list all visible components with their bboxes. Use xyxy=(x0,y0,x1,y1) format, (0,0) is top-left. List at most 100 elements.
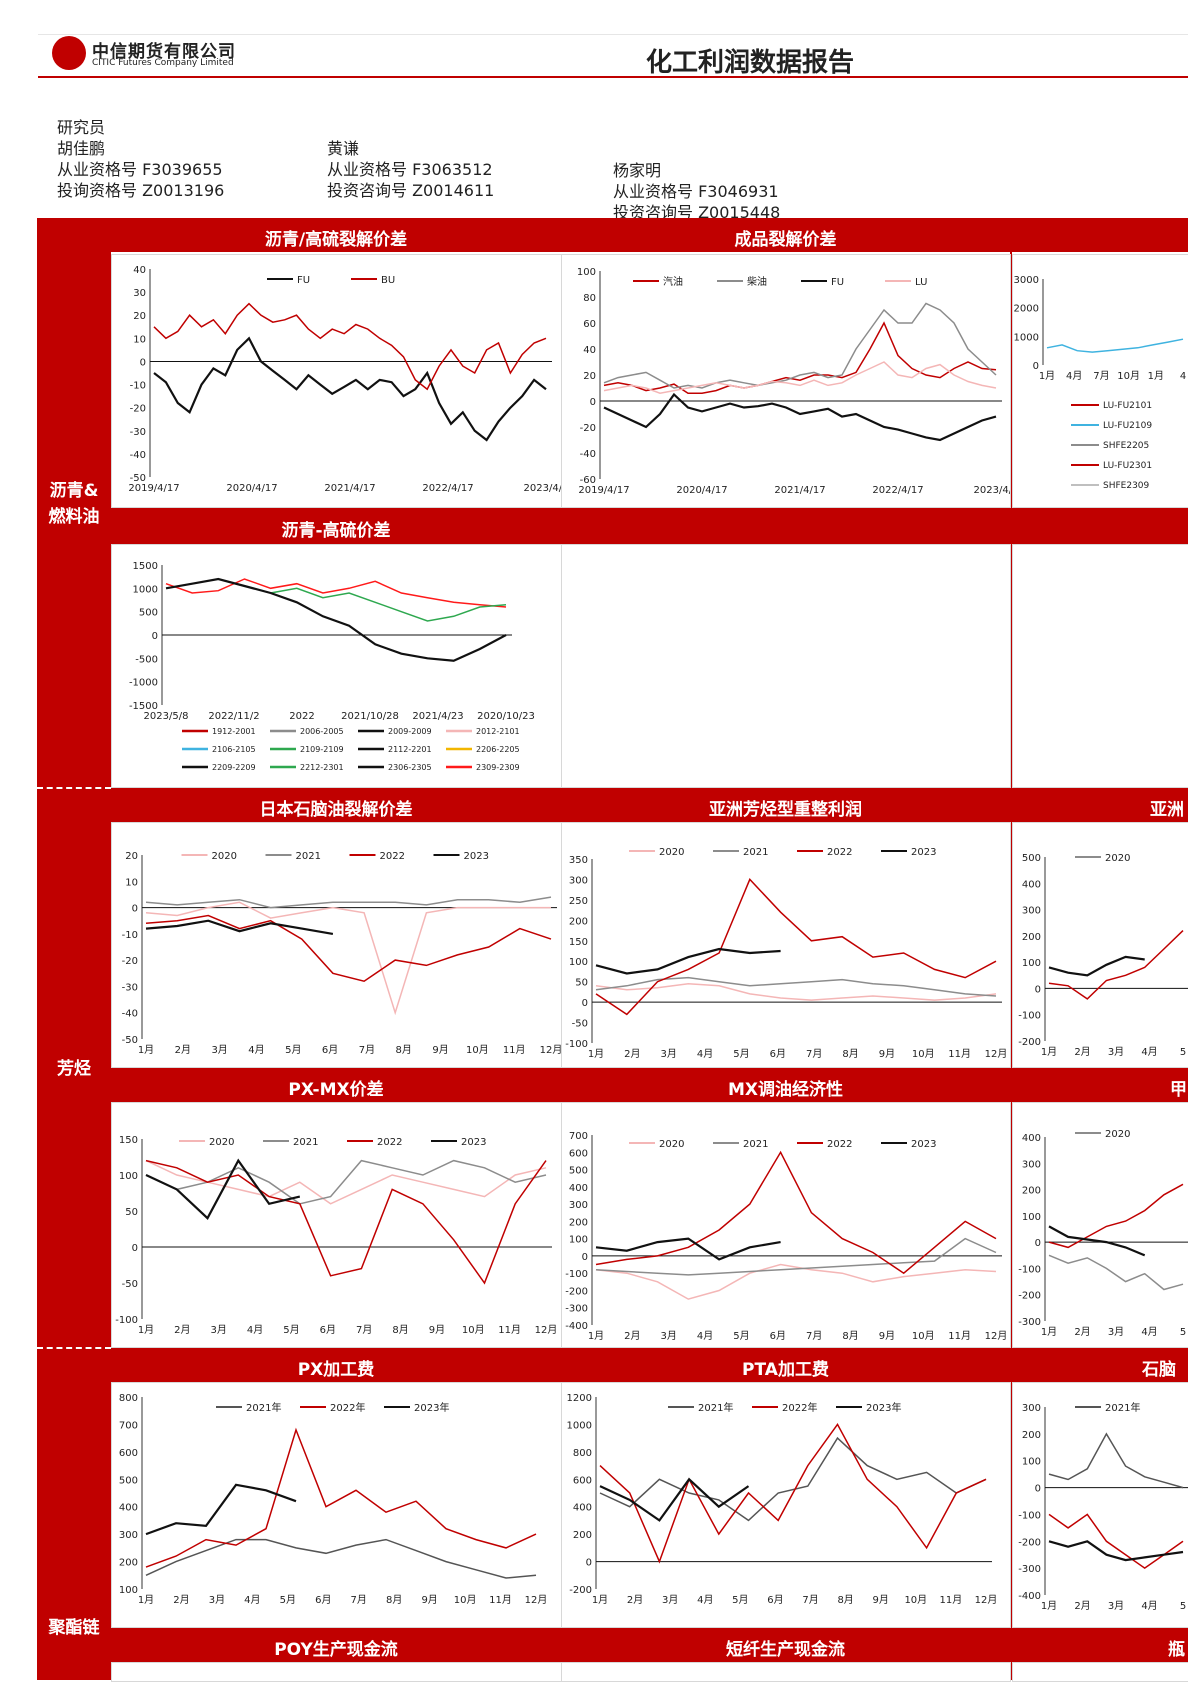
x-tick-label: 2019/4/17 xyxy=(578,485,629,496)
series-line-2022 xyxy=(145,1159,547,1285)
y-tick-label: 200 xyxy=(573,1530,592,1541)
x-tick-label: 10月 xyxy=(462,1324,485,1336)
legend-label: LU-FU2109 xyxy=(1103,421,1152,431)
y-tick-label: 500 xyxy=(119,1475,138,1486)
x-tick-label: 3月 xyxy=(211,1044,227,1056)
series-line-2023 xyxy=(1048,955,1145,977)
legend-label: 2020 xyxy=(1105,1129,1130,1140)
x-tick-label: 10月 xyxy=(912,1048,935,1060)
x-tick-label: 3月 xyxy=(209,1594,225,1606)
x-tick-label: 2月 xyxy=(1074,1326,1090,1338)
section-sidebar xyxy=(37,218,111,1680)
chart-title-px-mx: PX-MX价差 xyxy=(288,1080,384,1100)
y-tick-label: -50 xyxy=(122,1279,138,1290)
legend-label: 2020 xyxy=(659,847,684,858)
y-tick-label: 0 xyxy=(590,397,596,408)
chart-title-product-crack: 成品裂解价差 xyxy=(734,230,837,250)
x-tick-label: 4 xyxy=(1180,371,1186,382)
legend-label: 2021 xyxy=(296,851,321,862)
y-tick-label: -200 xyxy=(569,1585,592,1596)
y-tick-label: -1000 xyxy=(129,678,158,689)
y-tick-label: 150 xyxy=(119,1135,138,1146)
x-tick-label: 7月 xyxy=(359,1044,375,1056)
series-line-2023 xyxy=(595,947,781,975)
x-tick-label: 12月 xyxy=(985,1330,1008,1342)
chart-panel-8: 350 300 250 200 150 100 50 0 -50 -100 1月 2月 3月 4月 5月 6月… xyxy=(561,822,1011,1068)
y-tick-label: 0 xyxy=(1035,1484,1041,1495)
y-tick-label: 150 xyxy=(569,937,588,948)
x-tick-label: 3月 xyxy=(1108,1046,1124,1058)
chart-title-poy-cashflow: POY生产现金流 xyxy=(274,1640,398,1660)
y-tick-label: 100 xyxy=(569,957,588,968)
x-tick-label: 4月 xyxy=(247,1324,263,1336)
y-tick-label: -40 xyxy=(122,1009,138,1020)
y-tick-label: -50 xyxy=(130,473,146,484)
y-tick-label: 300 xyxy=(569,1200,588,1211)
legend-label: 2023年 xyxy=(414,1401,449,1414)
series-line-2023年 xyxy=(1048,1540,1184,1562)
legend-label: 2021年 xyxy=(698,1401,733,1414)
y-tick-label: 0 xyxy=(586,1558,592,1569)
y-tick-label: 20 xyxy=(125,851,138,862)
x-tick-label: 2月 xyxy=(174,1324,190,1336)
x-tick-label: 9月 xyxy=(421,1594,437,1606)
series-line-2021 xyxy=(595,1237,997,1276)
y-tick-label: -30 xyxy=(122,982,138,993)
y-tick-label: -20 xyxy=(130,404,146,415)
y-tick-label: 300 xyxy=(119,1530,138,1541)
x-tick-label: 11月 xyxy=(948,1330,971,1342)
chart-panel-2: 100 80 60 40 20 0 -20 -40 -60 2019/4/17 2020/4/17 2… xyxy=(561,254,1019,508)
y-tick-label: 400 xyxy=(1022,1133,1041,1144)
x-tick-label: 5 xyxy=(1180,1601,1186,1612)
y-tick-label: 100 xyxy=(119,1171,138,1182)
x-tick-label: 10月 xyxy=(1117,370,1140,382)
chart-title-px-processing: PX加工费 xyxy=(297,1360,375,1380)
x-tick-label: 4月 xyxy=(1141,1326,1157,1338)
x-tick-label: 1月 xyxy=(1039,370,1055,382)
x-tick-label: 2月 xyxy=(175,1044,191,1056)
x-tick-label: 3月 xyxy=(661,1330,677,1342)
x-tick-label: 12月 xyxy=(975,1594,998,1606)
analyst-advisory-1: 投询资格号 Z0013196 xyxy=(57,181,225,200)
analyst-name-2: 黄谦 xyxy=(327,139,360,158)
chart-title-mx-blending: MX调油经济性 xyxy=(727,1080,844,1100)
series-line-2021 xyxy=(1048,1254,1184,1291)
series-line-2022 xyxy=(1048,1183,1184,1249)
x-tick-label: 11月 xyxy=(940,1594,963,1606)
series-line-2212-2301 xyxy=(270,587,507,622)
empty-panel-5 xyxy=(561,544,1011,788)
x-tick-label: 5月 xyxy=(283,1324,299,1336)
x-tick-label: 2022/4/17 xyxy=(422,483,473,494)
y-tick-label: 400 xyxy=(1022,879,1041,890)
x-tick-label: 5 xyxy=(1180,1327,1186,1338)
y-tick-label: 100 xyxy=(1022,958,1041,969)
column-separator xyxy=(1010,218,1012,1680)
y-tick-label: 400 xyxy=(119,1503,138,1514)
y-tick-label: 500 xyxy=(569,1166,588,1177)
legend-label: 2021 xyxy=(743,1139,768,1150)
y-tick-label: -1500 xyxy=(129,701,158,712)
series-line-2021年 xyxy=(599,1436,987,1522)
y-tick-label: 1000 xyxy=(1014,332,1039,343)
legend-label: 柴油 xyxy=(747,275,767,288)
y-tick-label: -50 xyxy=(122,1035,138,1046)
x-tick-label: 8月 xyxy=(396,1044,412,1056)
x-tick-label: 1月 xyxy=(588,1330,604,1342)
section-divider-2 xyxy=(37,1347,111,1349)
y-tick-label: 0 xyxy=(132,1243,138,1254)
logo-emblem-icon xyxy=(52,36,86,70)
analyst-cert-3: 从业资格号 F3046931 xyxy=(613,182,779,201)
series-line-2309-2309 xyxy=(165,578,507,608)
series-line-FU xyxy=(153,336,547,442)
y-tick-label: -10 xyxy=(130,381,146,392)
series-line-2022年 xyxy=(599,1422,987,1564)
x-tick-label: 2023/4/1 xyxy=(524,483,561,494)
series-line-2020 xyxy=(595,982,997,1001)
legend-label: 2109-2109 xyxy=(300,745,344,754)
legend-label: 2021 xyxy=(743,847,768,858)
x-tick-label: 5 xyxy=(1180,1047,1186,1058)
